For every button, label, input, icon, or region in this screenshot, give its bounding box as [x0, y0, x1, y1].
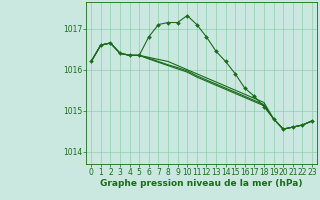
X-axis label: Graphe pression niveau de la mer (hPa): Graphe pression niveau de la mer (hPa) [100, 179, 303, 188]
